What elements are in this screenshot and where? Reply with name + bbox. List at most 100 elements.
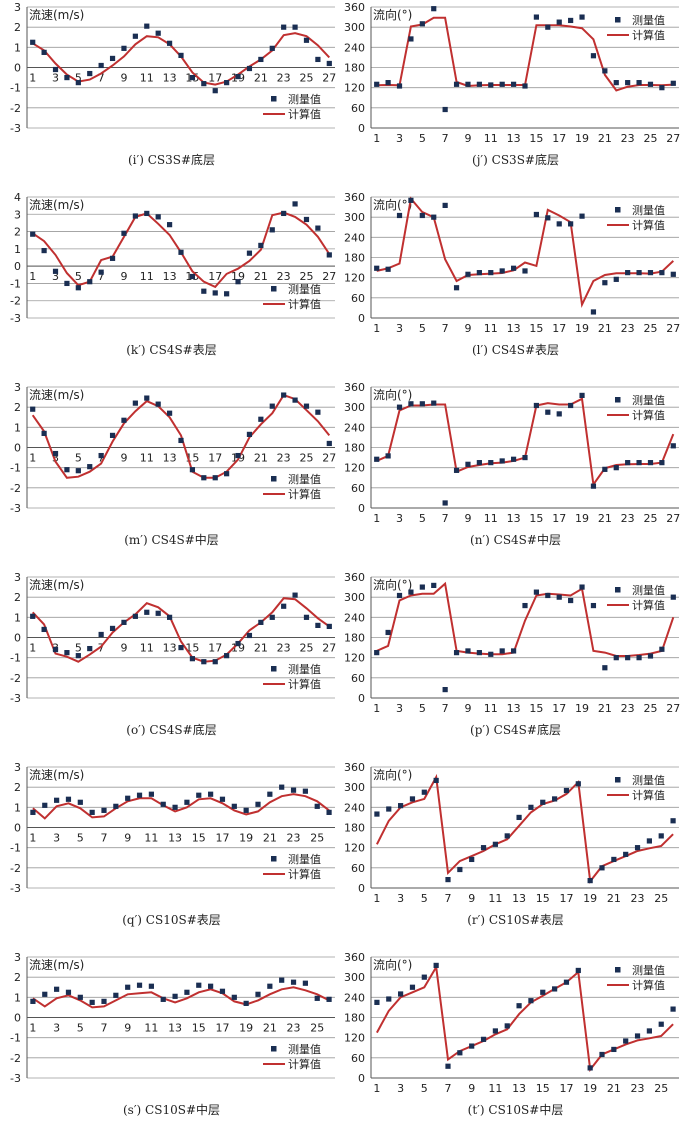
measured-point — [499, 648, 505, 654]
chart-caption: (n′) CS4S#中层 — [470, 533, 561, 547]
measured-point — [634, 845, 641, 851]
measured-point — [155, 401, 161, 407]
legend-computed-label: 计算值 — [288, 107, 321, 121]
measured-point — [178, 437, 184, 444]
measured-point — [196, 792, 202, 798]
measured-point — [602, 466, 608, 472]
measured-point — [488, 651, 494, 657]
x-tick-label: 27 — [322, 72, 336, 85]
measured-point — [326, 996, 332, 1002]
chart-panel-m: -3-2-1012313579111315171921232527流速(m/s)… — [0, 380, 343, 570]
measured-point — [659, 460, 665, 466]
y-tick-label: 0 — [14, 62, 21, 75]
measured-point — [224, 471, 230, 477]
legend-measured-label: 测量值 — [632, 964, 665, 977]
x-tick-label: 23 — [621, 512, 635, 525]
x-tick-label: 19 — [239, 832, 253, 845]
x-tick-label: 23 — [631, 892, 645, 905]
measured-point — [246, 65, 253, 72]
measured-point — [155, 30, 161, 36]
measured-point — [89, 809, 95, 815]
measured-point — [625, 80, 631, 86]
measured-point — [670, 1006, 676, 1012]
y-axis-label: 流向(°) — [373, 957, 412, 972]
measured-point — [255, 801, 261, 807]
x-tick-label: 13 — [507, 322, 521, 335]
x-tick-label: 23 — [277, 452, 291, 465]
x-tick-label: 15 — [529, 132, 543, 145]
y-tick-label: -1 — [10, 462, 21, 475]
measured-point — [504, 1023, 510, 1029]
measured-point — [160, 801, 166, 807]
x-tick-label: 7 — [445, 892, 452, 905]
measured-point — [75, 80, 81, 86]
measured-point — [445, 876, 451, 883]
x-tick-label: 11 — [140, 72, 154, 85]
x-tick-label: 17 — [559, 1082, 573, 1095]
measured-point — [480, 1036, 487, 1042]
x-tick-label: 19 — [575, 132, 589, 145]
measured-point — [510, 81, 517, 87]
y-tick-label: 300 — [344, 211, 365, 224]
chart-panel-j: 0 60 120 180 240 300 360 1 3 5 7 9 11 13 15 17 19 21 23 25 2… — [344, 0, 687, 190]
x-tick-label: 25 — [310, 1022, 324, 1035]
measured-point — [52, 647, 59, 653]
measured-point — [54, 986, 60, 992]
measured-point — [504, 833, 510, 839]
measured-point — [563, 979, 570, 985]
x-tick-label: 27 — [666, 132, 680, 145]
x-tick-label: 7 — [98, 270, 105, 283]
measured-point — [590, 309, 597, 315]
measured-point — [408, 197, 414, 203]
measured-point — [522, 602, 528, 609]
y-tick-label: 2 — [14, 781, 21, 794]
chart-caption: (q′) CS10S#表层 — [122, 913, 221, 927]
x-tick-label: 13 — [512, 1082, 526, 1095]
chart-panel-k: -3-2-10123413579111315171921232527流速(m/s… — [0, 190, 343, 380]
legend-measured-marker — [271, 476, 277, 482]
legend-measured-marker — [615, 587, 621, 593]
measured-point — [148, 983, 154, 989]
x-tick-label: 27 — [322, 452, 336, 465]
measured-point — [374, 999, 380, 1005]
measured-point — [636, 80, 642, 86]
measured-point — [396, 404, 403, 410]
measured-point — [528, 998, 534, 1004]
legend-computed-label: 计算值 — [632, 978, 665, 992]
x-tick-label: 17 — [208, 270, 222, 283]
x-tick-label: 7 — [101, 832, 108, 845]
measured-point — [385, 266, 391, 272]
chart-svg-i: -3-2-1012313579111315171921232527流速(m/s)… — [10, 1, 336, 135]
y-tick-label: -3 — [10, 692, 21, 705]
measured-point — [77, 994, 83, 1000]
x-tick-label: 19 — [575, 322, 589, 335]
measured-point — [465, 461, 471, 467]
x-tick-label: 23 — [277, 270, 291, 283]
measured-point — [64, 467, 70, 473]
measured-point — [433, 777, 439, 784]
measured-point — [315, 225, 321, 231]
x-tick-label: 7 — [442, 702, 449, 715]
measured-point — [201, 81, 207, 87]
measured-point — [465, 648, 471, 654]
measured-point — [516, 1003, 522, 1009]
x-tick-label: 21 — [263, 832, 277, 845]
x-tick-label: 15 — [529, 512, 543, 525]
measured-point — [476, 460, 482, 466]
legend-measured-label: 测量值 — [288, 283, 321, 296]
measured-point — [144, 609, 150, 615]
measured-point — [442, 106, 448, 113]
measured-point — [41, 247, 47, 254]
measured-point — [121, 417, 127, 423]
x-tick-label: 7 — [442, 132, 449, 145]
measured-point — [208, 791, 214, 797]
computed-series-line — [376, 773, 674, 884]
x-tick-label: 11 — [144, 832, 158, 845]
measured-point — [172, 993, 178, 999]
measured-point — [269, 227, 275, 233]
computed-series-line — [31, 393, 331, 479]
measured-point — [602, 68, 608, 74]
x-tick-label: 1 — [29, 270, 36, 283]
legend-computed-label: 计算值 — [632, 408, 665, 422]
y-tick-label: 240 — [344, 991, 365, 1004]
